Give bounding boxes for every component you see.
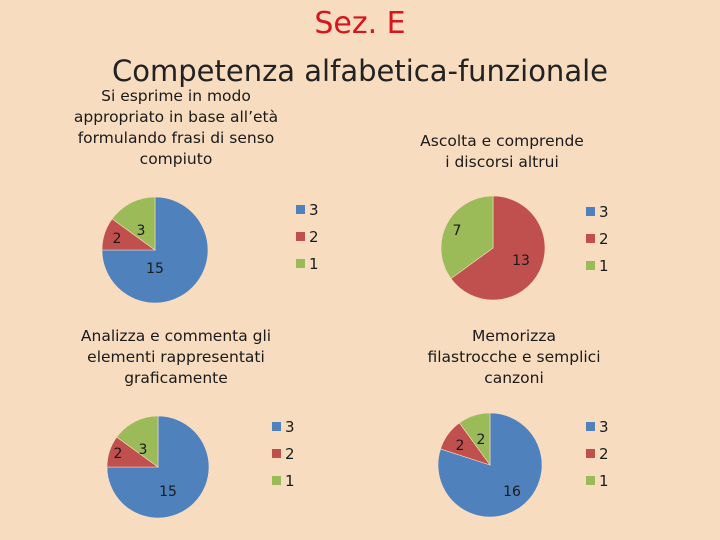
chart-title-2: Ascolta e comprende i discorsi altrui [420,132,584,171]
slide-subtitle: Competenza alfabetica-funzionale [111,54,608,88]
data-label-3: 16 [503,484,521,500]
data-label-2: 2 [456,438,465,454]
pie-slice-1 [111,196,156,251]
legend-label-1: 1 [599,257,609,275]
data-label-3: 15 [159,484,177,500]
data-label-3: 15 [146,261,164,277]
pie-chart-2: 13 7 3 2 1 [440,195,609,301]
legend-swatch-3 [586,207,595,216]
legend-swatch-1 [296,259,305,268]
chart-title-3: Analizza e commenta gli elementi rappres… [80,327,272,387]
legend-swatch-3 [296,205,305,214]
pie-slice-1 [459,412,491,466]
legend-swatch-1 [272,476,281,485]
pie-slice-2 [450,195,546,301]
data-label-1: 2 [477,432,486,448]
pie-slice-3 [106,415,210,519]
legend-swatch-2 [272,449,281,458]
legend-swatch-3 [272,422,281,431]
legend-swatch-1 [586,261,595,270]
pie-slice-1 [440,195,494,279]
legend-label-1: 1 [285,472,295,490]
data-label-1: 7 [453,223,462,239]
legend-swatch-3 [586,422,595,431]
legend-swatch-2 [296,232,305,241]
legend-label-2: 2 [285,445,295,463]
data-label-2: 2 [114,446,123,462]
slide-title: Sez. E [314,6,406,41]
legend-label-2: 2 [599,230,609,248]
legend-label-2: 2 [599,445,609,463]
legend-swatch-1 [586,476,595,485]
data-label-2: 13 [512,253,530,269]
data-label-2: 2 [113,231,122,247]
pie-slice-1 [116,415,159,468]
chart-title-4: Memorizza filastrocche e semplici canzon… [427,327,601,387]
legend-swatch-2 [586,449,595,458]
legend-label-3: 3 [309,201,319,219]
data-label-1: 3 [139,442,148,458]
legend-swatch-2 [586,234,595,243]
legend-label-2: 2 [309,228,319,246]
legend-label-1: 1 [309,255,319,273]
legend-label-3: 3 [599,203,609,221]
legend-label-3: 3 [285,418,295,436]
chart-title-1: Si esprime in modo appropriato in base a… [73,87,279,168]
data-label-1: 3 [137,223,146,239]
legend-label-3: 3 [599,418,609,436]
legend-label-1: 1 [599,472,609,490]
